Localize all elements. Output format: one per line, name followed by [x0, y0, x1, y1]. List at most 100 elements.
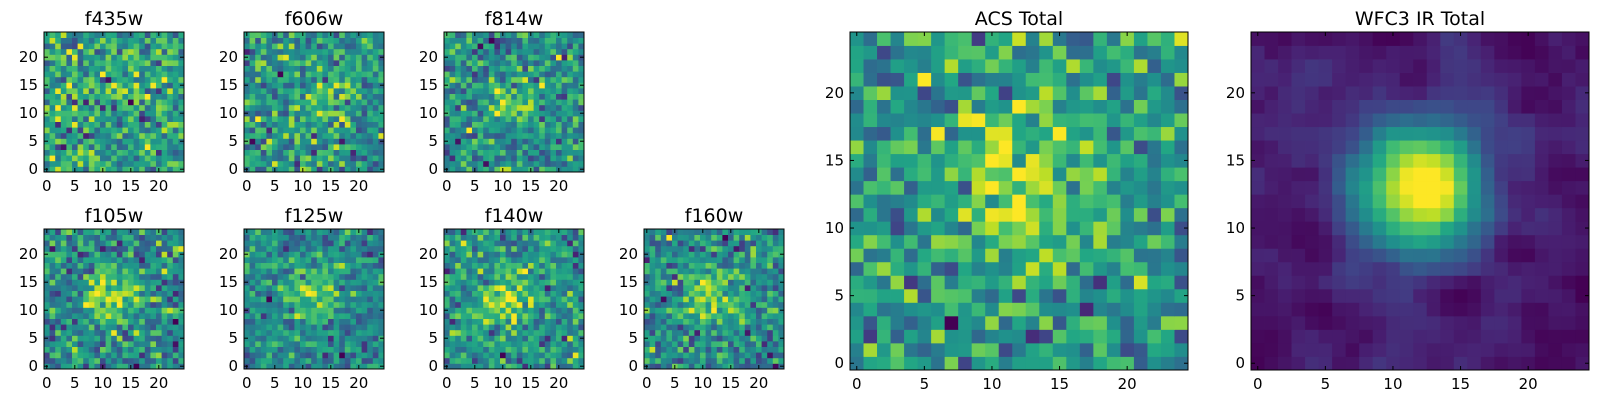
heatmap-cell [333, 257, 340, 263]
heatmap-cell [556, 82, 562, 89]
heatmap-cell [356, 121, 362, 128]
heatmap-cell [288, 301, 295, 308]
heatmap-cell [744, 262, 751, 269]
heatmap-cell [505, 132, 512, 139]
heatmap-cell [494, 229, 501, 235]
heatmap-cell [133, 48, 140, 55]
heatmap-cell [128, 290, 134, 297]
heatmap-cell [483, 82, 490, 89]
heatmap-cell [356, 257, 362, 263]
heatmap-cell [917, 194, 932, 209]
heatmap-cell [694, 234, 701, 241]
heatmap-cell [167, 352, 174, 359]
heatmap-cell [666, 307, 673, 314]
heatmap-cell [488, 65, 495, 72]
heatmap-cell [255, 127, 262, 134]
heatmap-cell [550, 324, 557, 331]
heatmap-cell [455, 132, 462, 139]
heatmap-cell [55, 32, 62, 38]
heatmap-cell [890, 248, 905, 263]
heatmap-cell [350, 138, 357, 145]
heatmap-cell [111, 60, 118, 66]
heatmap-cell [666, 273, 673, 280]
heatmap-cell [255, 32, 262, 38]
heatmap-cell [133, 296, 140, 303]
heatmap-cell [761, 290, 768, 297]
heatmap-cell [460, 121, 467, 128]
heatmap-cell [683, 307, 690, 314]
heatmap-cell [522, 313, 529, 319]
heatmap-cell [116, 240, 123, 247]
heatmap-cell [672, 346, 678, 353]
heatmap-cell [477, 273, 484, 280]
heatmap-cell [677, 234, 684, 241]
heatmap-cell [266, 245, 273, 252]
heatmap-cell [133, 149, 140, 156]
heatmap-cell [361, 155, 368, 162]
heatmap-cell [367, 54, 374, 61]
heatmap-cell [367, 290, 374, 297]
heatmap-cell [77, 110, 84, 117]
heatmap-cell [505, 32, 512, 38]
heatmap-cell [311, 138, 318, 145]
heatmap-cell [449, 363, 456, 370]
heatmap-cell [744, 251, 751, 258]
heatmap-cell [83, 60, 90, 66]
heatmap-cell [372, 357, 379, 364]
heatmap-cell [361, 93, 368, 100]
heatmap-cell [161, 301, 168, 308]
heatmap-cell [144, 279, 151, 286]
heatmap-cell [472, 285, 478, 291]
x-tick-label: 10 [293, 374, 312, 392]
heatmap-cell [472, 93, 478, 100]
heatmap-cell [716, 268, 723, 275]
y-tick-label: 20 [19, 245, 38, 263]
heatmap-cell [328, 144, 334, 150]
heatmap-cell [66, 301, 73, 308]
heatmap-cell [688, 229, 695, 235]
heatmap-cell [505, 37, 512, 44]
heatmap-cell [1079, 221, 1094, 236]
heatmap-cell [716, 324, 723, 331]
heatmap-cell [49, 93, 56, 100]
heatmap-cell [877, 275, 891, 290]
heatmap-cell [472, 268, 478, 275]
heatmap-cell [761, 341, 768, 347]
y-tick-label: 0 [228, 160, 238, 178]
heatmap-cell [655, 301, 662, 308]
heatmap-cell [328, 296, 334, 303]
heatmap-cell [500, 273, 506, 280]
heatmap-cell [260, 48, 267, 55]
heatmap-cell [672, 240, 678, 247]
heatmap-cell [1174, 234, 1189, 249]
heatmap-cell [172, 32, 179, 38]
heatmap-cell [356, 357, 362, 364]
heatmap-cell [272, 285, 278, 291]
heatmap-cell [561, 229, 568, 235]
heatmap-cell [449, 116, 456, 122]
heatmap-cell [488, 296, 495, 303]
heatmap-cell [60, 262, 67, 269]
heatmap-cell [466, 251, 473, 258]
heatmap-cell [344, 245, 351, 252]
heatmap-cell [133, 290, 140, 297]
heatmap-cell [539, 318, 546, 325]
heatmap-cell [378, 76, 385, 83]
heatmap-cell [722, 240, 729, 247]
heatmap-cell [144, 357, 151, 364]
heatmap-cell [449, 82, 456, 89]
heatmap-cell [128, 285, 134, 291]
heatmap-cell [272, 329, 278, 336]
heatmap-cell [94, 48, 101, 55]
heatmap-cell [283, 307, 290, 314]
heatmap-cell [328, 132, 334, 139]
heatmap-cell [49, 60, 56, 66]
heatmap-cell [77, 37, 84, 44]
heatmap-cell [971, 261, 986, 276]
heatmap-cell [550, 127, 557, 134]
heatmap-cell [761, 352, 768, 359]
heatmap-cell [316, 318, 323, 325]
heatmap-cell [904, 261, 918, 276]
heatmap-cell [49, 110, 56, 117]
